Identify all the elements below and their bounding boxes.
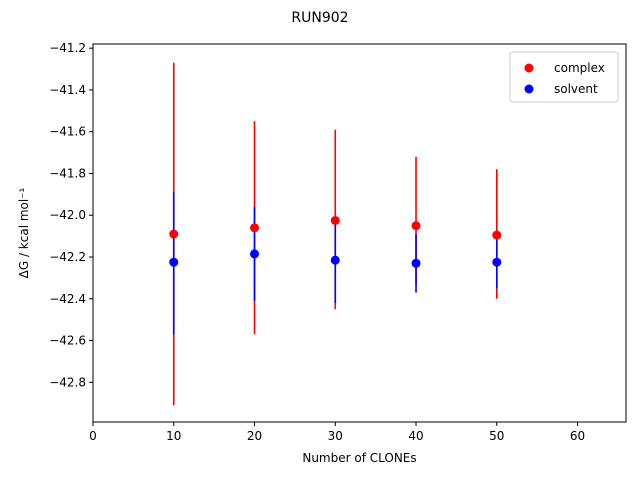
x-tick-label: 10 xyxy=(166,429,181,443)
y-tick-label: −42.4 xyxy=(49,292,86,306)
legend-label-solvent: solvent xyxy=(554,82,598,96)
y-axis: −42.8 −42.6 −42.4 −42.2 −42.0 −41.8 −41.6 −41.4… xyxy=(49,41,93,389)
x-tick-label: 20 xyxy=(247,429,262,443)
y-tick-label: −42.2 xyxy=(49,250,86,264)
legend-label-complex: complex xyxy=(554,61,605,75)
solvent-point xyxy=(169,257,179,267)
complex-point xyxy=(330,215,340,225)
y-tick-label: −41.8 xyxy=(49,166,86,180)
solvent-point xyxy=(411,258,421,268)
x-axis-label: Number of CLONEs xyxy=(302,451,416,465)
x-tick-label: 60 xyxy=(570,429,585,443)
plot-area xyxy=(169,62,502,406)
complex-point xyxy=(492,230,502,240)
legend-marker-complex xyxy=(524,63,534,73)
solvent-point xyxy=(250,249,260,259)
x-tick-label: 0 xyxy=(89,429,97,443)
solvent-point xyxy=(330,255,340,265)
complex-point xyxy=(250,223,260,233)
solvent-point xyxy=(492,257,502,267)
legend-frame xyxy=(509,51,619,103)
legend: complex solvent xyxy=(509,51,619,103)
chart-title: RUN902 xyxy=(291,10,348,26)
complex-point xyxy=(411,221,421,231)
x-tick-label: 30 xyxy=(328,429,343,443)
y-tick-label: −41.6 xyxy=(49,125,86,139)
y-tick-label: −41.4 xyxy=(49,83,86,97)
x-axis: 0 10 20 30 40 50 60 xyxy=(89,422,585,443)
x-tick-label: 50 xyxy=(489,429,504,443)
y-tick-label: −42.6 xyxy=(49,334,86,348)
complex-point xyxy=(169,229,179,239)
legend-marker-solvent xyxy=(524,84,534,94)
y-tick-label: −42.0 xyxy=(49,208,86,222)
y-tick-label: −41.2 xyxy=(49,41,86,55)
y-axis-label: ΔG / kcal mol⁻¹ xyxy=(17,187,31,278)
x-tick-label: 40 xyxy=(408,429,423,443)
y-tick-label: −42.8 xyxy=(49,375,86,389)
plot-frame xyxy=(92,43,627,423)
